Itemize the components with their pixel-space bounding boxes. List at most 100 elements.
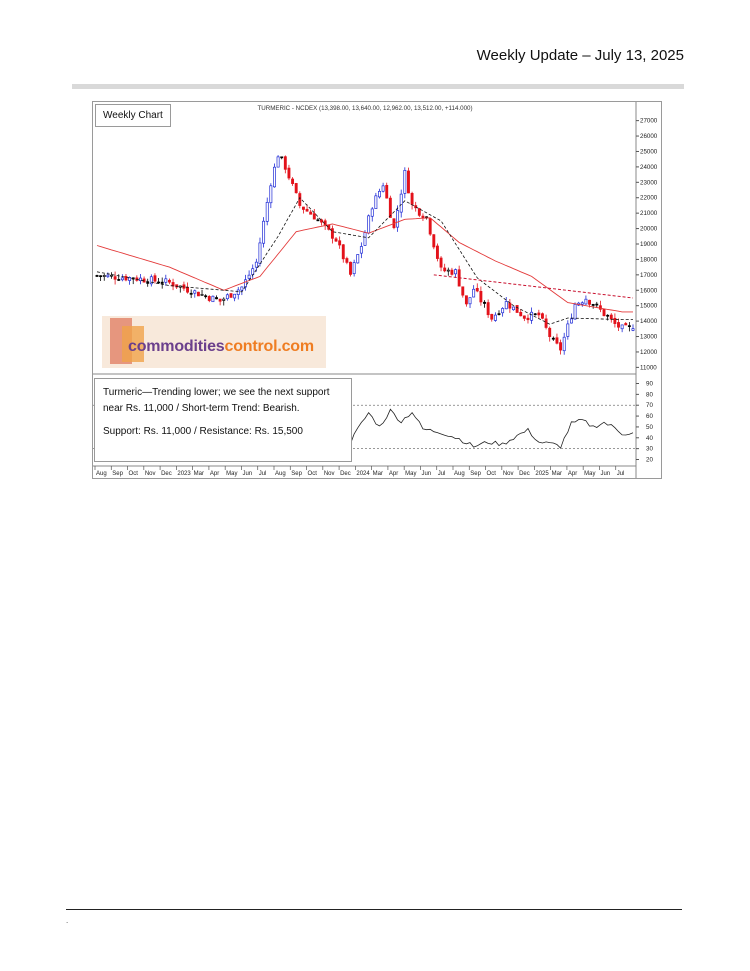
candle-body [439, 257, 443, 268]
x-tick-label: Jul [617, 471, 625, 477]
page-title: Weekly Update – July 13, 2025 [476, 47, 684, 64]
candle-body [146, 282, 150, 284]
footer-divider [66, 909, 682, 910]
candle-body [613, 317, 617, 324]
candle-body [497, 313, 501, 315]
analysis-line-1: Turmeric—Trending lower; we see the next… [103, 387, 330, 398]
candle-body [378, 190, 381, 198]
candle-body [124, 276, 128, 281]
candle-body [617, 322, 620, 328]
candle-body [222, 298, 226, 301]
candle-body [595, 303, 599, 306]
price-tick-label: 21000 [640, 210, 658, 217]
candle-body [196, 291, 200, 297]
candle-body [454, 269, 457, 275]
candle-body [225, 294, 229, 300]
candle-body [472, 288, 476, 298]
candle-body [385, 184, 389, 199]
candle-body [160, 281, 164, 284]
candle-body [338, 240, 342, 246]
candle-body [207, 296, 211, 301]
candle-body [403, 170, 407, 194]
chart-title: TURMERIC - NCDEX (13,398.00, 13,640.00, … [257, 105, 472, 112]
x-tick-label: May [226, 471, 237, 477]
candle-body [627, 325, 631, 327]
candle-body [566, 323, 570, 337]
candle-body [164, 278, 168, 283]
candle-body [233, 293, 237, 299]
candle-body [218, 298, 222, 302]
candle-body [620, 324, 624, 330]
chart-label: Weekly Chart [95, 104, 171, 127]
candle-body [417, 208, 421, 216]
x-tick-label: Aug [454, 471, 465, 477]
candle-body [276, 156, 280, 168]
x-tick-label: Oct [129, 471, 139, 477]
moving-average-line [96, 217, 633, 313]
candle-body [624, 323, 628, 326]
price-tick-label: 18000 [640, 256, 658, 263]
header-divider [72, 84, 684, 89]
candle-body [149, 276, 153, 285]
candle-body [200, 293, 204, 296]
price-tick-label: 13000 [640, 334, 658, 341]
candle-body [106, 274, 110, 278]
candle-body [522, 315, 526, 319]
x-tick-label: Sep [112, 471, 123, 477]
analysis-box: Turmeric—Trending lower; we see the next… [94, 378, 352, 462]
x-tick-label: Jul [438, 471, 446, 477]
candle-body [580, 302, 584, 305]
candle-body [512, 306, 515, 311]
candle-body [588, 299, 591, 305]
candle-body [569, 318, 573, 324]
candle-body [258, 242, 262, 264]
candle-body [280, 156, 284, 159]
x-tick-label: Nov [145, 471, 156, 477]
candle-body [99, 275, 103, 278]
price-tick-label: 17000 [640, 272, 658, 279]
candle-body [363, 232, 367, 246]
candle-body [352, 262, 356, 275]
logo-text: commoditiescontrol.com [128, 338, 314, 355]
candle-body [291, 178, 295, 184]
candle-body [443, 267, 447, 272]
candle-body [486, 302, 490, 316]
candle-body [602, 308, 606, 317]
candle-body [240, 286, 244, 291]
candle-body [287, 167, 291, 179]
candle-body [175, 284, 179, 288]
candle-body [468, 297, 472, 305]
candle-body [298, 193, 302, 206]
candle-body [591, 303, 595, 306]
rsi-tick-label: 50 [646, 424, 653, 431]
rsi-tick-label: 60 [646, 413, 653, 420]
candle-body [157, 281, 161, 284]
candle-body [526, 317, 530, 321]
candle-body [265, 201, 269, 222]
candle-body [139, 277, 142, 282]
candle-body [120, 277, 124, 281]
x-tick-label: 2025 [535, 471, 549, 477]
price-tick-label: 26000 [640, 133, 658, 140]
candle-body [533, 313, 537, 316]
price-tick-label: 24000 [640, 164, 658, 171]
candle-body [254, 261, 258, 268]
price-tick-label: 11000 [640, 364, 657, 371]
candle-body [464, 295, 468, 305]
candle-body [446, 269, 450, 272]
candle-body [435, 245, 439, 259]
candle-body [573, 304, 577, 320]
candle-body [359, 246, 363, 254]
rsi-tick-label: 20 [646, 456, 653, 463]
candle-body [341, 244, 345, 260]
x-tick-label: Mar [373, 471, 383, 477]
candle-body [541, 313, 544, 319]
candle-body [414, 205, 418, 209]
x-tick-label: 2023 [177, 471, 191, 477]
logo-mark-icon-secondary [122, 326, 144, 362]
x-tick-label: Jun [421, 471, 431, 477]
x-tick-label: Jun [242, 471, 252, 477]
candle-body [95, 275, 99, 277]
candle-body [273, 166, 276, 188]
candle-body [388, 197, 392, 218]
